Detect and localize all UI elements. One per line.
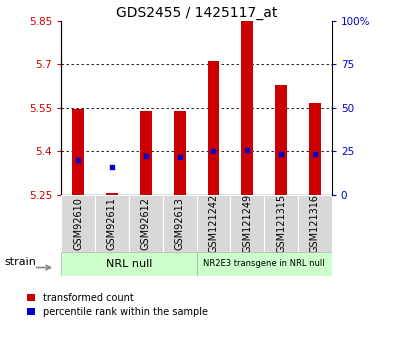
Text: GSM121242: GSM121242 xyxy=(209,194,218,253)
Text: GSM92611: GSM92611 xyxy=(107,197,117,250)
FancyBboxPatch shape xyxy=(163,195,197,252)
FancyBboxPatch shape xyxy=(230,195,264,252)
Text: NR2E3 transgene in NRL null: NR2E3 transgene in NRL null xyxy=(203,259,325,268)
Bar xyxy=(140,111,152,195)
Bar xyxy=(72,109,84,195)
Point xyxy=(244,147,250,153)
Text: GSM121249: GSM121249 xyxy=(242,194,252,253)
Text: NRL null: NRL null xyxy=(106,259,152,269)
Text: strain: strain xyxy=(5,257,37,266)
FancyBboxPatch shape xyxy=(264,195,298,252)
Point xyxy=(278,151,284,157)
FancyBboxPatch shape xyxy=(61,252,197,276)
Bar xyxy=(106,193,118,195)
Bar xyxy=(309,104,321,195)
Point xyxy=(312,151,318,157)
Bar xyxy=(241,19,253,195)
Text: GSM92613: GSM92613 xyxy=(175,197,184,250)
Bar xyxy=(207,61,219,195)
FancyBboxPatch shape xyxy=(197,252,332,276)
Point xyxy=(210,149,216,154)
Point xyxy=(177,155,183,160)
Title: GDS2455 / 1425117_at: GDS2455 / 1425117_at xyxy=(116,6,277,20)
Bar xyxy=(275,85,287,195)
Text: GSM121315: GSM121315 xyxy=(276,194,286,253)
Point xyxy=(109,165,115,170)
Legend: transformed count, percentile rank within the sample: transformed count, percentile rank withi… xyxy=(24,291,210,319)
Text: GSM92612: GSM92612 xyxy=(141,197,151,250)
Point xyxy=(75,157,81,163)
FancyBboxPatch shape xyxy=(61,195,95,252)
Text: GSM121316: GSM121316 xyxy=(310,194,320,253)
Text: GSM92610: GSM92610 xyxy=(73,197,83,250)
FancyBboxPatch shape xyxy=(298,195,332,252)
Point xyxy=(143,153,149,158)
FancyBboxPatch shape xyxy=(95,195,129,252)
FancyBboxPatch shape xyxy=(129,195,163,252)
Bar xyxy=(174,111,186,195)
FancyBboxPatch shape xyxy=(197,195,230,252)
